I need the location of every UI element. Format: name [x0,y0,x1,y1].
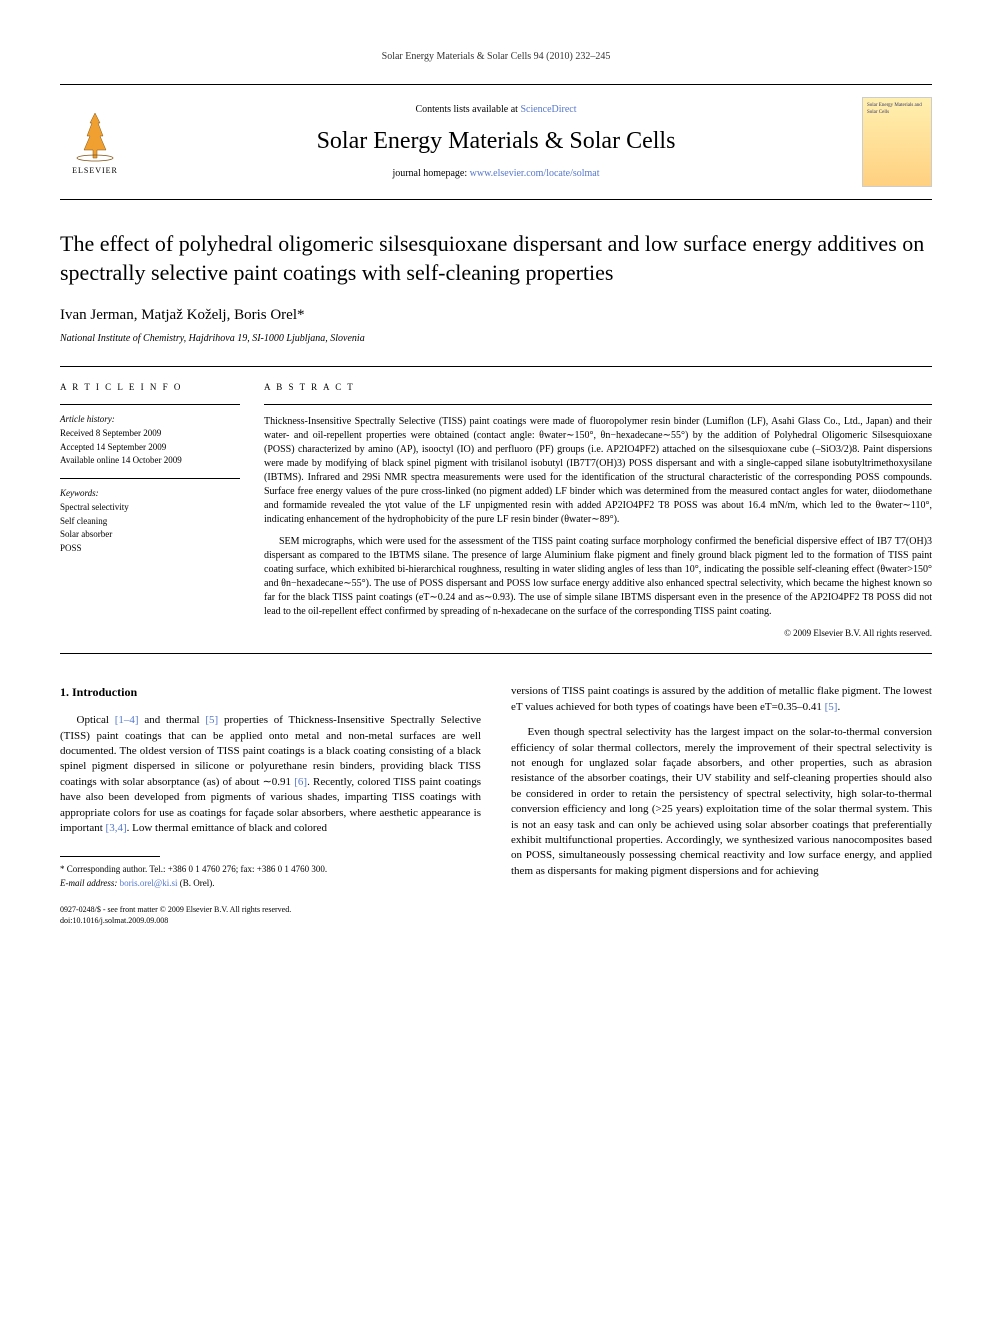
corresponding-mark: * [297,307,305,323]
doi-line: doi:10.1016/j.solmat.2009.09.008 [60,915,481,926]
masthead-center: Contents lists available at ScienceDirec… [130,103,862,181]
intro-heading: 1. Introduction [60,684,481,701]
journal-title: Solar Energy Materials & Solar Cells [130,125,862,159]
authors-text: Ivan Jerman, Matjaž Koželj, Boris Orel [60,307,297,323]
email-suffix: (B. Orel). [177,878,214,888]
running-header: Solar Energy Materials & Solar Cells 94 … [60,50,932,64]
article-info-heading: A R T I C L E I N F O [60,381,240,394]
email-label: E-mail address: [60,878,120,888]
keyword-4: POSS [60,542,240,556]
corresponding-email[interactable]: boris.orel@ki.si [120,878,178,888]
keywords-block: Keywords: Spectral selectivity Self clea… [60,487,240,556]
keyword-3: Solar absorber [60,528,240,542]
history-heading: Article history: [60,413,240,426]
history-block: Article history: Received 8 September 20… [60,413,240,468]
ref-link-3-4[interactable]: [3,4] [106,822,127,834]
abstract: A B S T R A C T Thickness-Insensitive Sp… [264,381,932,639]
col2-p1: versions of TISS paint coatings is assur… [511,684,932,715]
corresponding-email-line: E-mail address: boris.orel@ki.si (B. Ore… [60,877,481,891]
copyright-line-1: 0927-0248/$ - see front matter © 2009 El… [60,904,481,915]
body-columns: 1. Introduction Optical [1–4] and therma… [60,684,932,926]
ref-link-5[interactable]: [5] [205,714,218,726]
corresponding-tel-fax: * Corresponding author. Tel.: +386 0 1 4… [60,863,481,877]
contents-prefix: Contents lists available at [415,104,520,115]
footnote-rule [60,856,160,857]
accepted-date: Accepted 14 September 2009 [60,441,240,455]
masthead: ELSEVIER Contents lists available at Sci… [60,84,932,200]
sciencedirect-line: Contents lists available at ScienceDirec… [130,103,862,117]
elsevier-wordmark: ELSEVIER [72,165,118,176]
article-info: A R T I C L E I N F O Article history: R… [60,381,240,639]
col2-p2: Even though spectral selectivity has the… [511,725,932,879]
sciencedirect-link[interactable]: ScienceDirect [520,104,576,115]
page-copyright: 0927-0248/$ - see front matter © 2009 El… [60,904,481,926]
elsevier-logo: ELSEVIER [60,102,130,182]
elsevier-tree-icon [70,108,120,163]
homepage-line: journal homepage: www.elsevier.com/locat… [130,167,862,181]
abstract-heading: A B S T R A C T [264,381,932,394]
keywords-heading: Keywords: [60,487,240,500]
received-date: Received 8 September 2009 [60,427,240,441]
ref-link-1-4[interactable]: [1–4] [115,714,139,726]
abstract-p2: SEM micrographs, which were used for the… [264,535,932,619]
info-abstract-row: A R T I C L E I N F O Article history: R… [60,366,932,654]
column-left: 1. Introduction Optical [1–4] and therma… [60,684,481,926]
cover-text: Solar Energy Materials and Solar Cells [867,102,927,116]
page-container: Solar Energy Materials & Solar Cells 94 … [0,0,992,977]
ref-link-6[interactable]: [6] [294,776,307,788]
author-list: Ivan Jerman, Matjaž Koželj, Boris Orel* [60,305,932,326]
intro-p1: Optical [1–4] and thermal [5] properties… [60,713,481,836]
corresponding-author-note: * Corresponding author. Tel.: +386 0 1 4… [60,863,481,890]
column-right: versions of TISS paint coatings is assur… [511,684,932,926]
homepage-link[interactable]: www.elsevier.com/locate/solmat [470,168,600,179]
homepage-prefix: journal homepage: [392,168,469,179]
available-date: Available online 14 October 2009 [60,454,240,468]
keyword-1: Spectral selectivity [60,501,240,515]
keyword-2: Self cleaning [60,515,240,529]
ref-link-5b[interactable]: [5] [825,701,838,713]
journal-cover-thumbnail: Solar Energy Materials and Solar Cells [862,97,932,187]
article-title: The effect of polyhedral oligomeric sils… [60,230,932,287]
abstract-p1: Thickness-Insensitive Spectrally Selecti… [264,415,932,527]
abstract-copyright: © 2009 Elsevier B.V. All rights reserved… [264,627,932,640]
affiliation: National Institute of Chemistry, Hajdrih… [60,332,932,346]
